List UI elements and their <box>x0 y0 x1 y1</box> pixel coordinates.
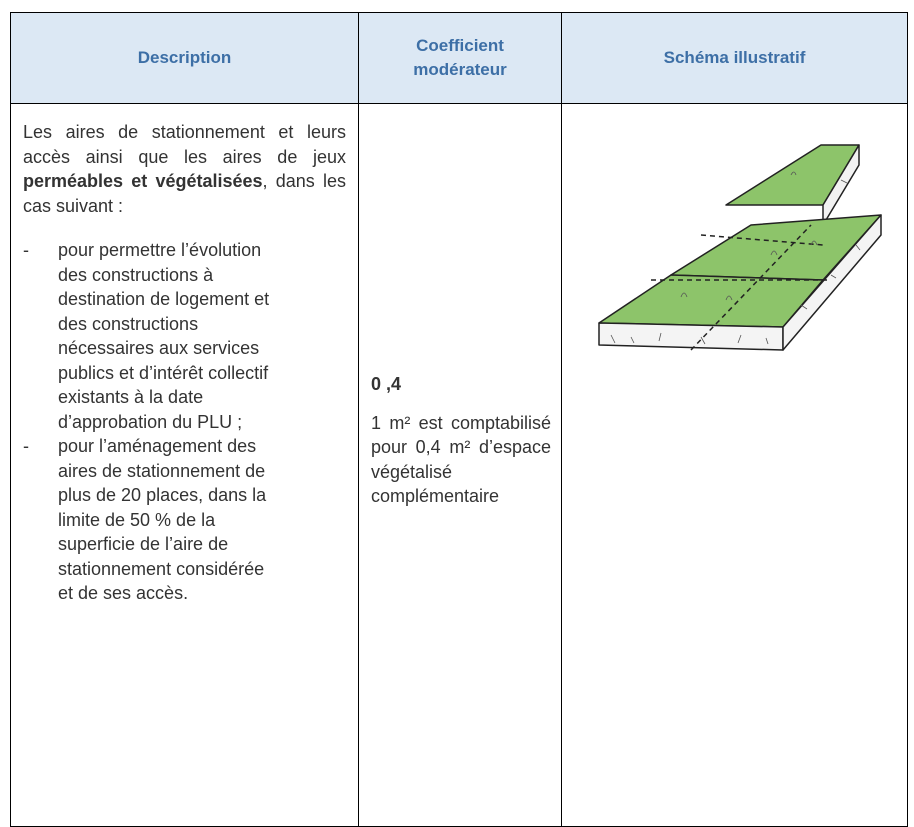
bullet-list: pour permettre l’évolution des construct… <box>23 238 346 606</box>
schema-cell <box>561 103 908 827</box>
bullet: pour l’aménagement des aires de stationn… <box>23 434 273 606</box>
table: Description Coefficient modérateur Schém… <box>10 12 908 827</box>
bullet: pour permettre l’évolution des construct… <box>23 238 273 434</box>
description-cell: Les aires de stationnement et leurs accè… <box>10 103 359 827</box>
coefficient: 0 ,4 <box>371 374 402 394</box>
header-cell: Coefficient modérateur <box>358 12 562 104</box>
illustration <box>598 144 882 351</box>
coefficient-cell: 0 ,4 1 m² est comptabilisé pour 0,4 m² d… <box>358 103 562 827</box>
explanation: 1 m² est comptabilisé pour 0,4 m² d’espa… <box>371 412 551 507</box>
text: Les aires de stationnement et leurs accè… <box>23 122 346 167</box>
text: , dans les cas suivant : <box>23 171 346 216</box>
bold-text: perméables et végétalisées <box>23 171 263 191</box>
intro: Les aires de stationnement et leurs accè… <box>23 120 346 218</box>
header-row: Description Coefficient modérateur Schém… <box>10 12 908 104</box>
header-cell: Description <box>10 12 359 104</box>
page: {"table": { "headers": ["Description", "… <box>0 0 914 798</box>
header-cell: Schéma illustratif <box>561 12 908 104</box>
body-row: Les aires de stationnement et leurs accè… <box>10 103 908 827</box>
